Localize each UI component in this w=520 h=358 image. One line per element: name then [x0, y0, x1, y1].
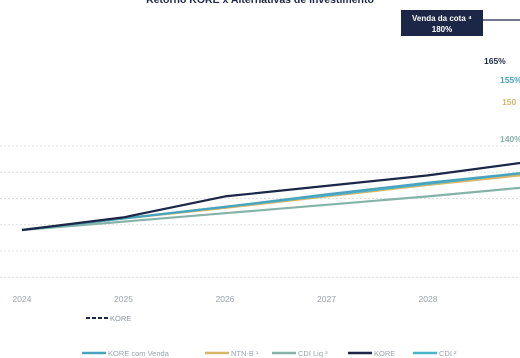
series-line-kore	[21, 161, 520, 232]
x-tick-label: 2028	[419, 294, 438, 304]
end-label: 150	[502, 97, 516, 107]
x-tick-label: 2025	[114, 294, 133, 304]
legend-label: KORE com Venda	[108, 349, 170, 358]
legend-dashed-label: KORE	[110, 314, 131, 323]
x-tick-label: 2026	[216, 294, 235, 304]
end-label: 155%	[500, 75, 520, 85]
legend-label: KORE	[374, 349, 395, 358]
chart-title: Retorno KORE x Alternativas de investime…	[146, 0, 374, 6]
x-tick-label: 2027	[317, 294, 336, 304]
x-tick-label: 2024	[13, 294, 32, 304]
annotation-box	[401, 10, 483, 36]
legend-label: NTN-B ¹	[231, 349, 259, 358]
legend-label: CDI Liq ³	[298, 349, 328, 358]
end-label: 140%	[500, 134, 520, 144]
annotation-title: Venda da cota ⁴	[412, 14, 472, 23]
end-label: 165%	[484, 56, 506, 66]
annotation-value: 180%	[432, 25, 452, 34]
series-line-cdi-liq	[21, 186, 520, 232]
legend-label: CDI ²	[439, 349, 457, 358]
